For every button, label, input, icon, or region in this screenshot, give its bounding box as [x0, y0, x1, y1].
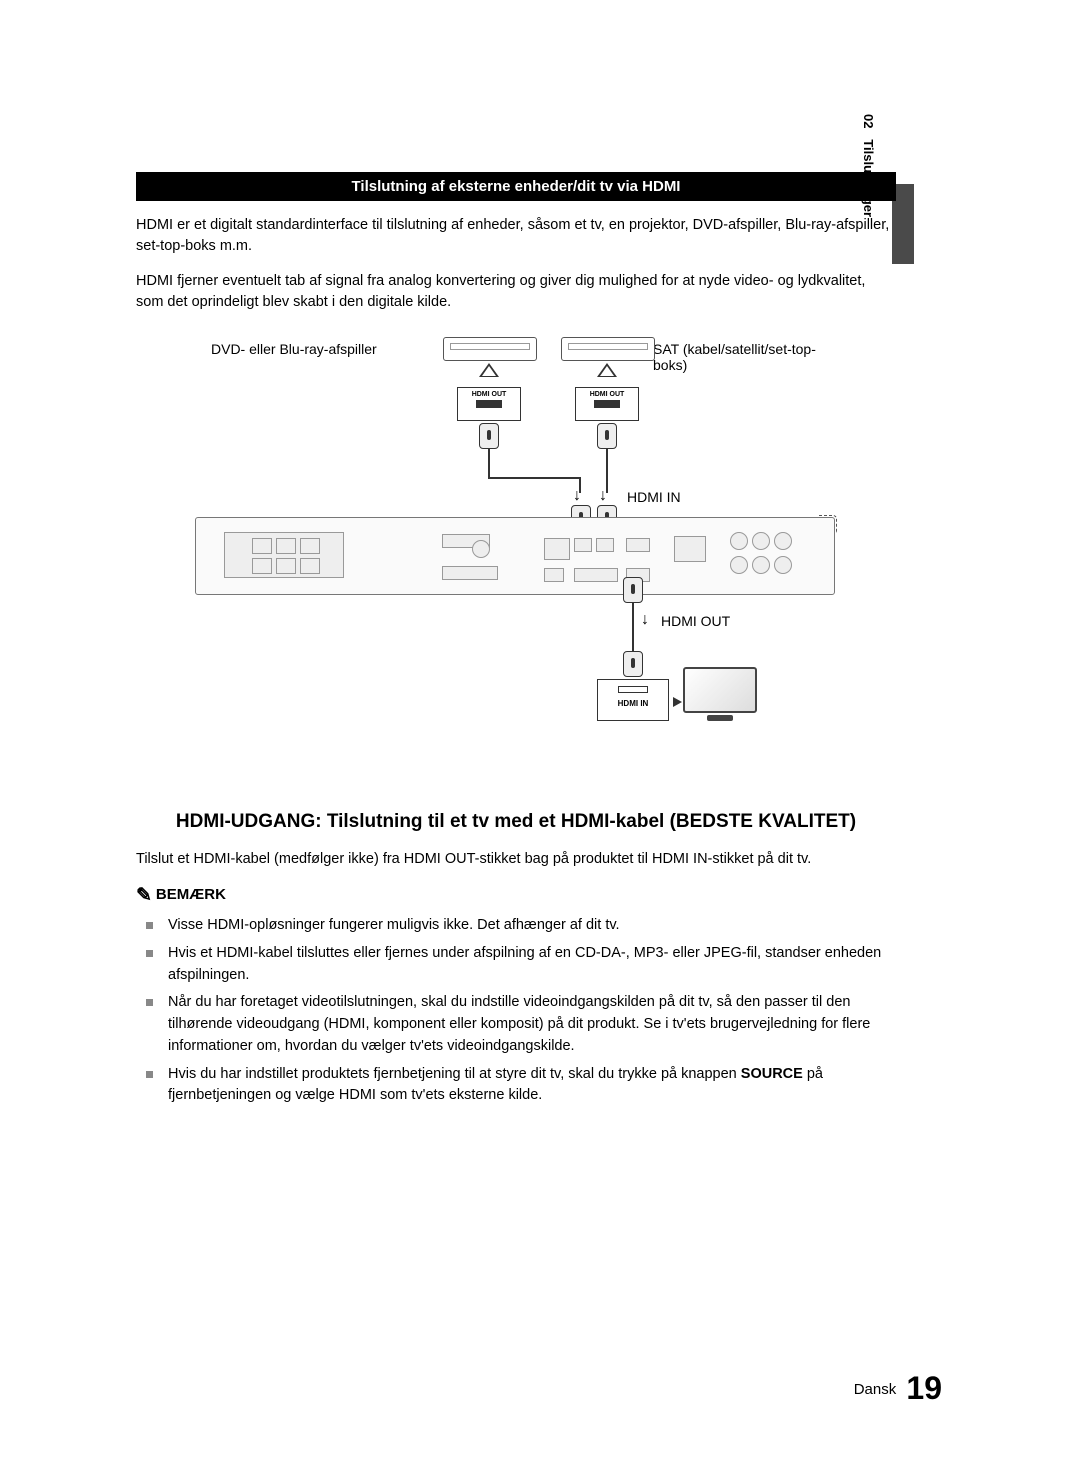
- section-heading-hdmi-out: HDMI-UDGANG: Tilslutning til et tv med e…: [136, 811, 896, 833]
- port-icon: [574, 568, 618, 582]
- hdmi-in-port: [596, 538, 614, 552]
- note-list: Visse HDMI-opløsninger fungerer muligvis…: [136, 915, 896, 1107]
- section-black-bar: Tilslutning af eksterne enheder/dit tv v…: [136, 172, 896, 201]
- hdmi-in-port: [574, 538, 592, 552]
- cable-line: [488, 449, 490, 477]
- component-port-icon: [730, 532, 748, 550]
- port-icon: [300, 538, 320, 554]
- source-button-label: SOURCE: [741, 1066, 803, 1082]
- hdmi-connection-diagram: DVD- eller Blu-ray-afspiller SAT (kabel/…: [191, 331, 841, 741]
- port-icon: [276, 538, 296, 554]
- label-hdmi-out: HDMI OUT: [661, 613, 730, 629]
- component-port-icon: [774, 532, 792, 550]
- hdmi-plug-icon: [597, 423, 617, 449]
- page-content: Tilslutning af eksterne enheder/dit tv v…: [136, 80, 896, 1113]
- aux-port: [442, 566, 498, 580]
- note-text: Hvis du har indstillet produktets fjernb…: [168, 1066, 823, 1104]
- hdmi-out-port-dvd: HDMI OUT: [457, 387, 521, 421]
- tv-hdmi-in-port: HDMI IN: [597, 679, 669, 721]
- hdmi-socket-icon: [476, 400, 502, 408]
- footer-page-number: 19: [906, 1370, 942, 1406]
- flow-arrow-icon: [479, 363, 499, 377]
- note-item: Når du har foretaget videotilslutningen,…: [168, 992, 896, 1057]
- tv-stand: [707, 715, 733, 721]
- hdmi-socket-icon: [594, 400, 620, 408]
- cable-line: [488, 477, 580, 479]
- panel-corner: [819, 515, 837, 533]
- note-text: Når du har foretaget videotilslutningen,…: [168, 994, 870, 1054]
- hdmi-socket-icon: [618, 686, 648, 693]
- label-hdmi-in: HDMI IN: [627, 489, 681, 505]
- hdmi-plug-icon: [623, 577, 643, 603]
- hdmi-out-port-sat: HDMI OUT: [575, 387, 639, 421]
- note-text: Hvis et HDMI-kabel tilsluttes eller fjer…: [168, 945, 881, 983]
- port-icon: [252, 538, 272, 554]
- port-label: HDMI IN: [598, 699, 668, 708]
- hdmi-plug-icon: [479, 423, 499, 449]
- note-item: Visse HDMI-opløsninger fungerer muligvis…: [168, 915, 896, 937]
- hdmi-out-port: [626, 538, 650, 552]
- tv-icon: [683, 667, 757, 721]
- device-dvd-box: [443, 337, 537, 361]
- lan-port: [674, 536, 706, 562]
- component-port-icon: [774, 556, 792, 574]
- hdmi-plug-icon: [623, 651, 643, 677]
- digital-audio-port: [544, 538, 570, 560]
- port-icon: [252, 558, 272, 574]
- tv-screen: [683, 667, 757, 713]
- device-sat-box: [561, 337, 655, 361]
- port-icon: [276, 558, 296, 574]
- receiver-back-panel: [195, 517, 835, 595]
- component-port-icon: [730, 556, 748, 574]
- optical-port: [544, 568, 564, 582]
- port-label: HDMI OUT: [576, 391, 638, 398]
- note-icon: ✎: [136, 885, 152, 906]
- intro-paragraph-2: HDMI fjerner eventuelt tab af signal fra…: [136, 271, 896, 313]
- footer-language: Dansk: [854, 1381, 897, 1398]
- cable-line: [632, 603, 634, 629]
- note-text: Visse HDMI-opløsninger fungerer muligvis…: [168, 917, 620, 933]
- arrow-down-icon: ↓: [599, 487, 607, 505]
- label-sat-box: SAT (kabel/satellit/set-top-boks): [653, 341, 841, 373]
- label-dvd-player: DVD- eller Blu-ray-afspiller: [211, 341, 377, 357]
- arrow-down-icon: ↓: [641, 611, 649, 629]
- note-label: BEMÆRK: [156, 886, 226, 903]
- arrow-down-icon: ↓: [573, 487, 581, 505]
- note-item: Hvis du har indstillet produktets fjernb…: [168, 1064, 896, 1108]
- component-port-icon: [752, 556, 770, 574]
- component-port-icon: [752, 532, 770, 550]
- intro-paragraph-1: HDMI er et digitalt standardinterface ti…: [136, 215, 896, 257]
- port-icon: [300, 558, 320, 574]
- round-port-icon: [472, 540, 490, 558]
- note-item: Hvis et HDMI-kabel tilsluttes eller fjer…: [168, 943, 896, 987]
- port-label: HDMI OUT: [458, 391, 520, 398]
- connect-instruction: Tilslut et HDMI-kabel (medfølger ikke) f…: [136, 849, 896, 870]
- note-heading: ✎BEMÆRK: [136, 884, 896, 907]
- page-footer: Dansk 19: [854, 1370, 942, 1407]
- flow-arrow-icon: [597, 363, 617, 377]
